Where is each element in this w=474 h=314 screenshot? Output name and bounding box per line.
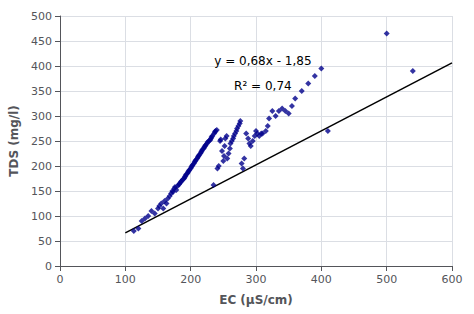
svg-text:R² = 0,74: R² = 0,74 [234,79,292,93]
svg-text:250: 250 [31,135,52,148]
svg-text:50: 50 [38,235,52,248]
svg-text:500: 500 [31,10,52,23]
svg-text:100: 100 [31,210,52,223]
svg-text:400: 400 [31,60,52,73]
svg-text:200: 200 [31,160,52,173]
svg-text:300: 300 [31,110,52,123]
svg-text:TDS (mg/l): TDS (mg/l) [7,105,21,177]
svg-text:350: 350 [31,85,52,98]
svg-text:200: 200 [180,273,201,286]
svg-text:600: 600 [442,273,463,286]
svg-text:500: 500 [376,273,397,286]
svg-text:100: 100 [115,273,136,286]
svg-text:y = 0,68x - 1,85: y = 0,68x - 1,85 [214,54,311,68]
svg-text:450: 450 [31,35,52,48]
svg-text:0: 0 [45,260,52,273]
svg-text:300: 300 [246,273,267,286]
svg-text:150: 150 [31,185,52,198]
svg-text:EC (μS/cm): EC (μS/cm) [219,293,293,307]
svg-text:0: 0 [57,273,64,286]
svg-text:400: 400 [311,273,332,286]
